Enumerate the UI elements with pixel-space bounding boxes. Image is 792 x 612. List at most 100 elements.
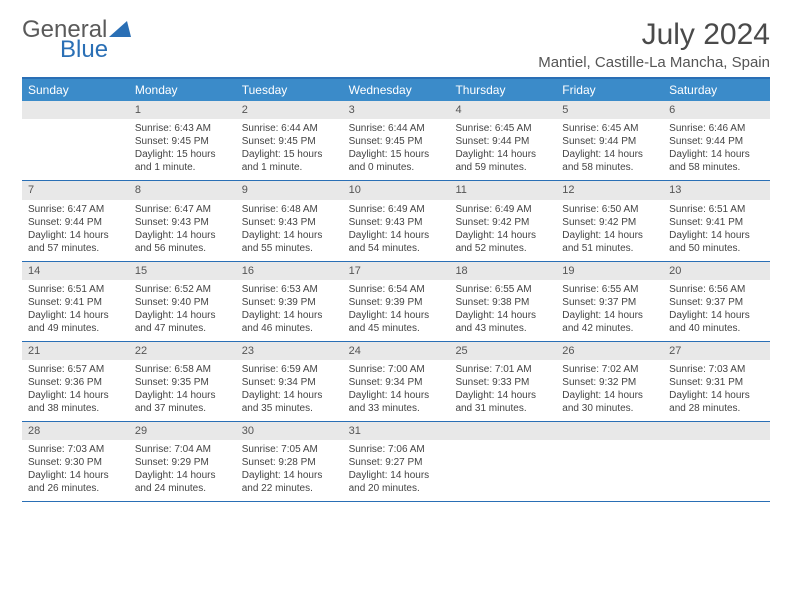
day-sr: Sunrise: 6:47 AM <box>135 203 230 216</box>
day-body: Sunrise: 7:01 AMSunset: 9:33 PMDaylight:… <box>449 360 556 421</box>
day-cell: 28Sunrise: 7:03 AMSunset: 9:30 PMDayligh… <box>22 422 129 501</box>
day-d1: Daylight: 14 hours <box>242 309 337 322</box>
day-ss: Sunset: 9:43 PM <box>135 216 230 229</box>
day-d1: Daylight: 14 hours <box>562 148 657 161</box>
day-number <box>22 101 129 119</box>
day-d2: and 0 minutes. <box>349 161 444 174</box>
day-sr: Sunrise: 6:50 AM <box>562 203 657 216</box>
day-d1: Daylight: 14 hours <box>28 389 123 402</box>
day-sr: Sunrise: 7:04 AM <box>135 443 230 456</box>
day-body: Sunrise: 6:59 AMSunset: 9:34 PMDaylight:… <box>236 360 343 421</box>
day-d1: Daylight: 14 hours <box>562 309 657 322</box>
day-number: 31 <box>343 422 450 440</box>
day-d1: Daylight: 14 hours <box>135 389 230 402</box>
day-number: 10 <box>343 181 450 199</box>
day-sr: Sunrise: 6:43 AM <box>135 122 230 135</box>
day-cell <box>663 422 770 501</box>
day-body: Sunrise: 6:45 AMSunset: 9:44 PMDaylight:… <box>556 119 663 180</box>
day-cell: 31Sunrise: 7:06 AMSunset: 9:27 PMDayligh… <box>343 422 450 501</box>
day-sr: Sunrise: 6:52 AM <box>135 283 230 296</box>
day-number: 9 <box>236 181 343 199</box>
day-d2: and 1 minute. <box>135 161 230 174</box>
day-d2: and 37 minutes. <box>135 402 230 415</box>
day-sr: Sunrise: 6:54 AM <box>349 283 444 296</box>
day-ss: Sunset: 9:37 PM <box>669 296 764 309</box>
day-sr: Sunrise: 6:55 AM <box>562 283 657 296</box>
day-cell <box>22 101 129 180</box>
day-d1: Daylight: 14 hours <box>135 469 230 482</box>
day-d1: Daylight: 14 hours <box>562 389 657 402</box>
day-ss: Sunset: 9:44 PM <box>669 135 764 148</box>
day-cell: 19Sunrise: 6:55 AMSunset: 9:37 PMDayligh… <box>556 262 663 341</box>
day-cell: 2Sunrise: 6:44 AMSunset: 9:45 PMDaylight… <box>236 101 343 180</box>
day-number: 19 <box>556 262 663 280</box>
day-body: Sunrise: 7:05 AMSunset: 9:28 PMDaylight:… <box>236 440 343 501</box>
day-cell: 15Sunrise: 6:52 AMSunset: 9:40 PMDayligh… <box>129 262 236 341</box>
day-number: 1 <box>129 101 236 119</box>
week-row: 28Sunrise: 7:03 AMSunset: 9:30 PMDayligh… <box>22 422 770 502</box>
day-sr: Sunrise: 6:53 AM <box>242 283 337 296</box>
day-ss: Sunset: 9:45 PM <box>242 135 337 148</box>
day-body: Sunrise: 6:54 AMSunset: 9:39 PMDaylight:… <box>343 280 450 341</box>
day-cell: 29Sunrise: 7:04 AMSunset: 9:29 PMDayligh… <box>129 422 236 501</box>
day-cell: 11Sunrise: 6:49 AMSunset: 9:42 PMDayligh… <box>449 181 556 260</box>
day-ss: Sunset: 9:39 PM <box>349 296 444 309</box>
day-number: 15 <box>129 262 236 280</box>
day-number: 28 <box>22 422 129 440</box>
day-body: Sunrise: 6:48 AMSunset: 9:43 PMDaylight:… <box>236 200 343 261</box>
month-title: July 2024 <box>538 18 770 52</box>
day-ss: Sunset: 9:39 PM <box>242 296 337 309</box>
logo: General Blue <box>22 18 131 64</box>
day-number: 5 <box>556 101 663 119</box>
day-d1: Daylight: 14 hours <box>669 148 764 161</box>
day-ss: Sunset: 9:43 PM <box>349 216 444 229</box>
day-d2: and 22 minutes. <box>242 482 337 495</box>
day-ss: Sunset: 9:35 PM <box>135 376 230 389</box>
day-d1: Daylight: 14 hours <box>669 229 764 242</box>
day-sr: Sunrise: 6:51 AM <box>28 283 123 296</box>
day-d2: and 30 minutes. <box>562 402 657 415</box>
day-cell: 10Sunrise: 6:49 AMSunset: 9:43 PMDayligh… <box>343 181 450 260</box>
day-d1: Daylight: 14 hours <box>242 389 337 402</box>
day-body: Sunrise: 6:58 AMSunset: 9:35 PMDaylight:… <box>129 360 236 421</box>
day-sr: Sunrise: 7:03 AM <box>669 363 764 376</box>
day-ss: Sunset: 9:41 PM <box>669 216 764 229</box>
day-d1: Daylight: 14 hours <box>455 309 550 322</box>
day-sr: Sunrise: 6:44 AM <box>242 122 337 135</box>
day-d1: Daylight: 14 hours <box>349 389 444 402</box>
location: Mantiel, Castille-La Mancha, Spain <box>538 54 770 71</box>
day-number: 16 <box>236 262 343 280</box>
day-cell: 23Sunrise: 6:59 AMSunset: 9:34 PMDayligh… <box>236 342 343 421</box>
day-d2: and 40 minutes. <box>669 322 764 335</box>
logo-triangle-icon <box>109 19 131 42</box>
day-d2: and 26 minutes. <box>28 482 123 495</box>
day-sr: Sunrise: 6:46 AM <box>669 122 764 135</box>
day-d1: Daylight: 14 hours <box>242 469 337 482</box>
day-sr: Sunrise: 6:59 AM <box>242 363 337 376</box>
day-cell: 16Sunrise: 6:53 AMSunset: 9:39 PMDayligh… <box>236 262 343 341</box>
day-number: 21 <box>22 342 129 360</box>
day-ss: Sunset: 9:33 PM <box>455 376 550 389</box>
dow-sat: Saturday <box>663 79 770 101</box>
day-body: Sunrise: 7:00 AMSunset: 9:34 PMDaylight:… <box>343 360 450 421</box>
day-cell: 26Sunrise: 7:02 AMSunset: 9:32 PMDayligh… <box>556 342 663 421</box>
day-number: 4 <box>449 101 556 119</box>
day-d2: and 20 minutes. <box>349 482 444 495</box>
day-body: Sunrise: 7:06 AMSunset: 9:27 PMDaylight:… <box>343 440 450 501</box>
day-d1: Daylight: 14 hours <box>669 389 764 402</box>
day-number: 26 <box>556 342 663 360</box>
day-number: 13 <box>663 181 770 199</box>
dow-fri: Friday <box>556 79 663 101</box>
day-number: 30 <box>236 422 343 440</box>
day-ss: Sunset: 9:30 PM <box>28 456 123 469</box>
day-number <box>663 422 770 440</box>
day-body: Sunrise: 6:51 AMSunset: 9:41 PMDaylight:… <box>22 280 129 341</box>
day-ss: Sunset: 9:45 PM <box>135 135 230 148</box>
day-d2: and 42 minutes. <box>562 322 657 335</box>
day-body: Sunrise: 6:51 AMSunset: 9:41 PMDaylight:… <box>663 200 770 261</box>
day-body: Sunrise: 6:53 AMSunset: 9:39 PMDaylight:… <box>236 280 343 341</box>
day-body: Sunrise: 6:50 AMSunset: 9:42 PMDaylight:… <box>556 200 663 261</box>
day-d1: Daylight: 14 hours <box>562 229 657 242</box>
day-sr: Sunrise: 6:49 AM <box>349 203 444 216</box>
day-cell: 3Sunrise: 6:44 AMSunset: 9:45 PMDaylight… <box>343 101 450 180</box>
